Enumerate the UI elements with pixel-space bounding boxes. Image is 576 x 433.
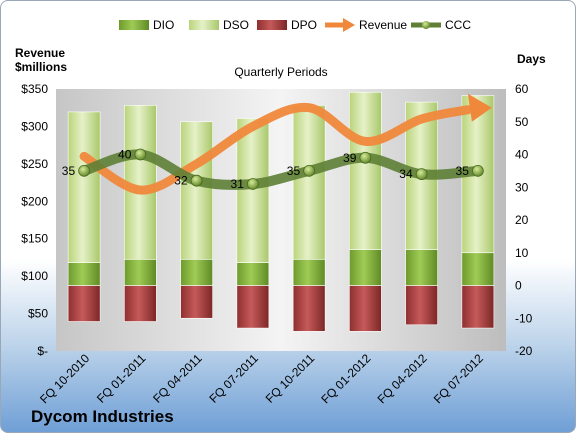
- plot-area: [56, 89, 506, 351]
- bar-dpo: [124, 285, 157, 322]
- right-tick-label: -20: [515, 344, 533, 358]
- category-label: FQ 07-2011: [206, 351, 261, 406]
- ccc-marker: [359, 151, 372, 164]
- bar-dio: [461, 252, 495, 286]
- bar-dio: [67, 262, 101, 286]
- bar-dpo: [236, 285, 270, 329]
- bar-dpo: [67, 285, 101, 322]
- category-label: FQ 01-2011: [94, 351, 149, 406]
- right-tick-label: 50: [515, 115, 529, 129]
- right-tick-label: 30: [515, 180, 529, 194]
- revenue-arrowhead: [467, 93, 492, 122]
- category-label: FQ 10-2011: [263, 351, 318, 406]
- ccc-data-label: 39: [343, 151, 357, 165]
- category-label: FQ 04-2012: [375, 351, 430, 406]
- bar-dio: [124, 258, 157, 286]
- ccc-data-label: 35: [62, 164, 76, 178]
- ccc-data-label: 35: [287, 164, 301, 178]
- bar-dio: [405, 249, 438, 286]
- legend-label-dso: DSO: [223, 18, 249, 32]
- legend-arrow-revenue: [343, 18, 355, 32]
- bar-dso: [349, 91, 382, 250]
- ccc-data-label: 35: [456, 164, 470, 178]
- ccc-marker: [190, 174, 203, 187]
- category-label: FQ 04-2011: [150, 351, 205, 406]
- category-label: FQ 01-2012: [318, 351, 373, 406]
- bar-dpo: [292, 285, 326, 332]
- left-tick-label: $100: [21, 269, 48, 283]
- legend-swatch-dso: [189, 20, 219, 30]
- bar-dpo: [405, 285, 438, 326]
- left-tick-label: $-: [37, 344, 48, 358]
- ccc-data-label: 40: [118, 148, 132, 162]
- bar-dso: [124, 105, 157, 260]
- category-label: FQ 07-2012: [431, 351, 486, 406]
- ccc-marker: [134, 148, 147, 161]
- bar-dso: [292, 105, 326, 260]
- right-tick-label: 10: [515, 246, 529, 260]
- bar-dio: [349, 249, 382, 286]
- right-tick-label: -10: [515, 311, 533, 325]
- bar-dpo: [461, 285, 495, 329]
- chart-title: Quarterly Periods: [234, 65, 327, 79]
- left-axis-title-line2: $millions: [15, 60, 67, 74]
- bar-dio: [292, 258, 326, 286]
- category-label: FQ 10-2010: [37, 351, 92, 406]
- ccc-marker: [246, 178, 259, 190]
- left-tick-label: $250: [21, 157, 48, 171]
- left-tick-label: $150: [21, 232, 48, 246]
- bar-dpo: [349, 285, 382, 332]
- ccc-marker: [303, 164, 316, 177]
- bar-dio: [180, 258, 213, 286]
- left-tick-label: $50: [28, 307, 48, 321]
- left-tick-label: $350: [21, 82, 48, 96]
- legend-label-dpo: DPO: [291, 18, 317, 32]
- legend-label-dio: DIO: [153, 18, 174, 32]
- ccc-marker: [471, 164, 484, 177]
- left-axis-title-line1: Revenue: [15, 46, 65, 60]
- right-tick-label: 0: [515, 279, 522, 293]
- legend-swatch-dio: [119, 20, 149, 30]
- revenue-line: [79, 102, 473, 195]
- ccc-data-label: 31: [231, 177, 245, 191]
- bar-dpo: [180, 285, 213, 319]
- right-tick-label: 40: [515, 148, 529, 162]
- company-name: Dycom Industries: [31, 407, 174, 426]
- ccc-marker: [78, 164, 91, 177]
- bar-dso: [67, 111, 101, 263]
- legend-swatch-dpo: [257, 20, 287, 30]
- legend-label-revenue: Revenue: [359, 18, 407, 32]
- right-tick-label: 20: [515, 213, 529, 227]
- legend-marker-ccc: [422, 21, 430, 29]
- left-tick-label: $200: [21, 194, 48, 208]
- right-axis-title: Days: [517, 52, 546, 66]
- bar-dso: [180, 121, 213, 260]
- ccc-marker: [415, 168, 428, 181]
- ccc-data-label: 32: [174, 174, 188, 188]
- left-tick-label: $300: [21, 119, 48, 133]
- legend-label-ccc: CCC: [445, 18, 471, 32]
- bar-dio: [236, 262, 270, 286]
- right-tick-label: 60: [515, 82, 529, 96]
- ccc-data-label: 34: [399, 167, 413, 181]
- bar-dso: [236, 118, 270, 263]
